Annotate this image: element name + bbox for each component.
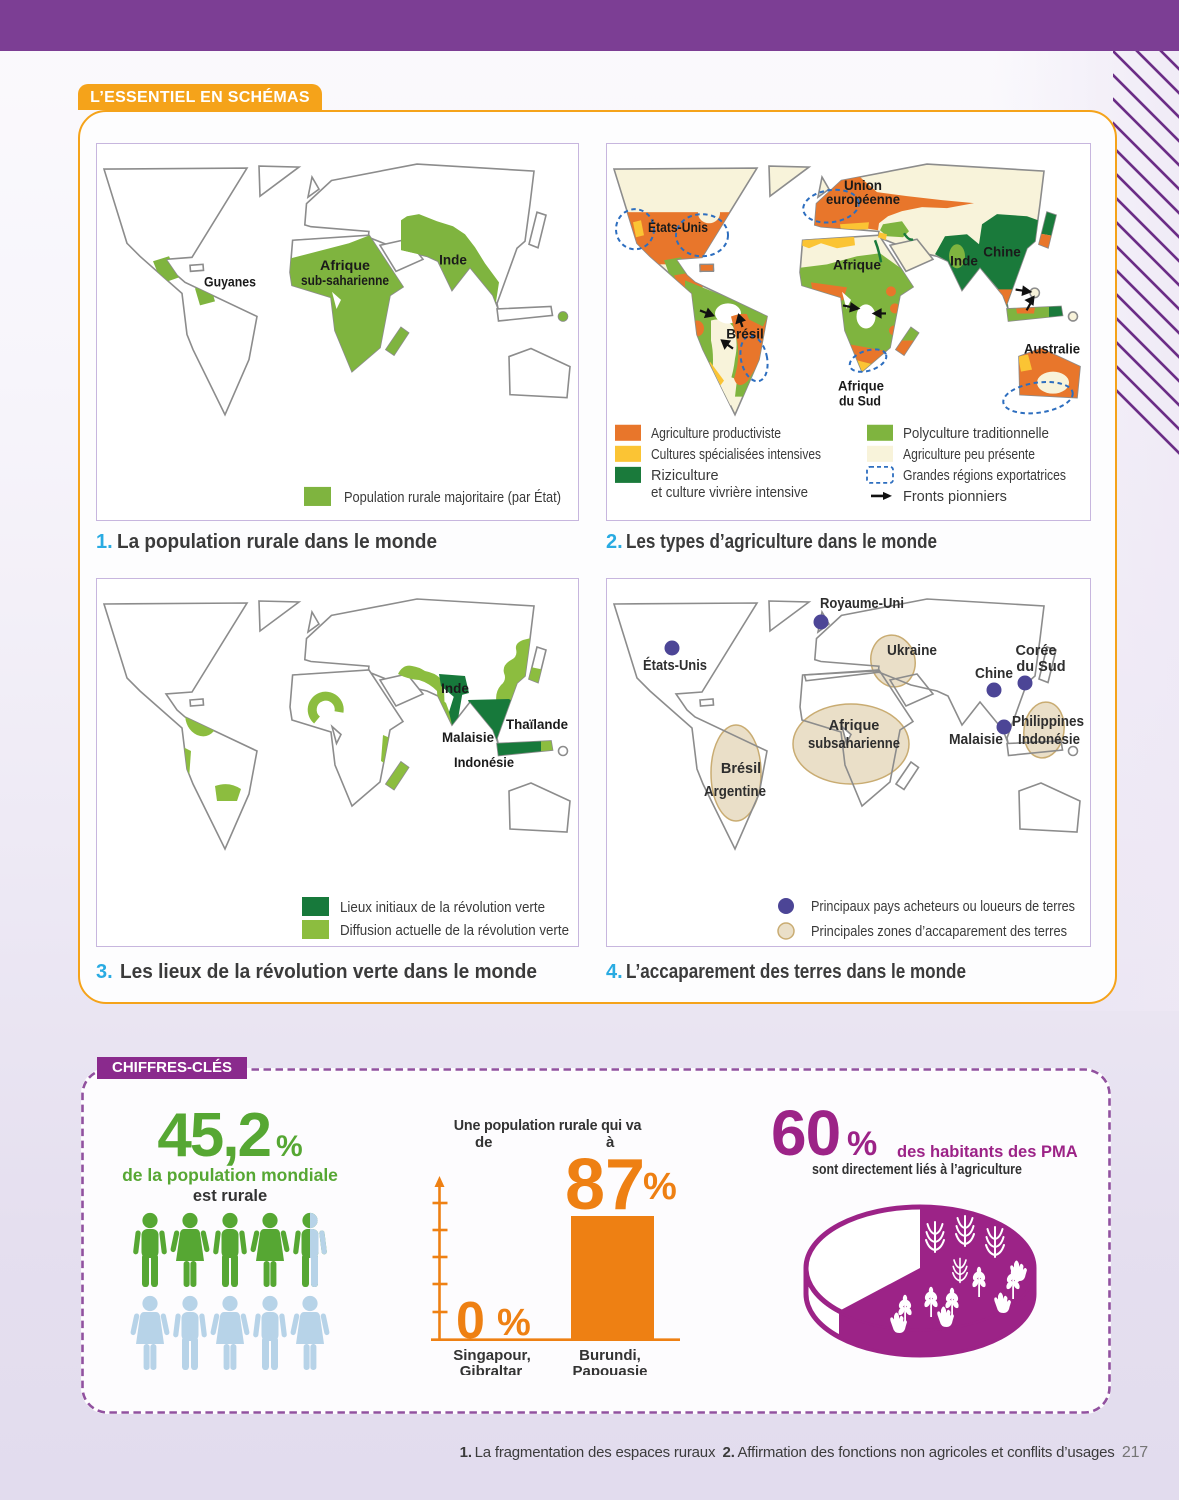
svg-text:Population rurale majoritaire: Population rurale majoritaire (par État) xyxy=(344,489,561,506)
svg-text:Indonésie: Indonésie xyxy=(1018,732,1080,748)
svg-text:Les types d’agriculture dans l: Les types d’agriculture dans le monde xyxy=(626,531,937,553)
svg-text:du Sud: du Sud xyxy=(839,394,881,409)
svg-text:Burundi,: Burundi, xyxy=(579,1347,641,1364)
svg-text:Malaisie: Malaisie xyxy=(949,732,1003,748)
svg-text:Ukraine: Ukraine xyxy=(887,643,937,659)
svg-text:Union: Union xyxy=(844,178,882,193)
svg-text:Agriculture peu présente: Agriculture peu présente xyxy=(903,447,1035,463)
svg-text:Royaume-Uni: Royaume-Uni xyxy=(820,596,904,612)
svg-text:Philippines: Philippines xyxy=(1012,714,1084,730)
svg-text:Inde: Inde xyxy=(439,252,467,267)
svg-text:La population rurale dans le m: La population rurale dans le monde xyxy=(117,531,437,553)
svg-text:Malaisie: Malaisie xyxy=(442,730,494,745)
svg-text:%: % xyxy=(643,1166,677,1208)
svg-text:Corée: Corée xyxy=(1015,643,1056,659)
svg-text:Chine: Chine xyxy=(975,666,1013,682)
svg-text:États-Unis: États-Unis xyxy=(648,220,708,235)
svg-text:Afrique: Afrique xyxy=(829,718,880,734)
svg-text:Principaux pays acheteurs ou l: Principaux pays acheteurs ou loueurs de … xyxy=(811,898,1075,915)
svg-text:Fronts pionniers: Fronts pionniers xyxy=(903,489,1007,505)
svg-text:Chine: Chine xyxy=(983,244,1021,259)
svg-text:4.: 4. xyxy=(606,961,623,983)
svg-text:1.: 1. xyxy=(96,531,113,553)
svg-text:Inde: Inde xyxy=(441,681,469,696)
svg-text:Indonésie: Indonésie xyxy=(454,755,514,770)
svg-text:Afrique: Afrique xyxy=(833,257,881,272)
svg-text:Brésil: Brésil xyxy=(726,327,763,342)
svg-text:2.: 2. xyxy=(606,531,623,553)
svg-text:Singapour,: Singapour, xyxy=(453,1347,531,1364)
svg-text:États-Unis: États-Unis xyxy=(643,657,707,674)
svg-text:Inde: Inde xyxy=(950,253,978,268)
svg-text:0: 0 xyxy=(456,1292,485,1350)
svg-text:Thaïlande: Thaïlande xyxy=(506,717,568,732)
svg-text:Lieux initiaux de la révolutio: Lieux initiaux de la révolution verte xyxy=(340,899,545,916)
svg-text:Guyanes: Guyanes xyxy=(204,274,256,289)
svg-text:Principales zones d’accapareme: Principales zones d’accaparement des ter… xyxy=(811,923,1067,940)
svg-text:3.: 3. xyxy=(96,961,113,983)
svg-text:L’accaparement des terres dans: L’accaparement des terres dans le monde xyxy=(626,961,966,983)
svg-text:Afrique: Afrique xyxy=(320,258,371,273)
svg-text:Brésil: Brésil xyxy=(721,761,761,777)
svg-text:Gibraltar: Gibraltar xyxy=(460,1363,523,1375)
svg-text:87: 87 xyxy=(565,1145,645,1225)
svg-text:Grandes régions exportatrices: Grandes régions exportatrices xyxy=(903,468,1066,484)
svg-text:Cultures spécialisées intensiv: Cultures spécialisées intensives xyxy=(651,447,821,463)
svg-text:Les lieux de la révolution ver: Les lieux de la révolution verte dans le… xyxy=(120,961,537,983)
svg-text:Riziculture: Riziculture xyxy=(651,468,719,484)
svg-text:du Sud: du Sud xyxy=(1016,659,1065,675)
svg-text:Afrique: Afrique xyxy=(838,379,884,394)
svg-text:sub-saharienne: sub-saharienne xyxy=(301,273,389,288)
svg-text:européenne: européenne xyxy=(826,192,900,207)
svg-text:%: % xyxy=(497,1302,531,1344)
svg-text:Papouasie: Papouasie xyxy=(572,1363,647,1375)
svg-text:Australie: Australie xyxy=(1024,342,1080,357)
svg-text:Polyculture traditionnelle: Polyculture traditionnelle xyxy=(903,426,1049,442)
svg-text:Argentine: Argentine xyxy=(704,784,766,800)
svg-text:et culture vivrière intensive: et culture vivrière intensive xyxy=(651,485,808,501)
svg-text:subsaharienne: subsaharienne xyxy=(808,736,900,752)
svg-text:Agriculture productiviste: Agriculture productiviste xyxy=(651,426,781,442)
svg-text:Diffusion actuelle de la révol: Diffusion actuelle de la révolution vert… xyxy=(340,922,569,939)
